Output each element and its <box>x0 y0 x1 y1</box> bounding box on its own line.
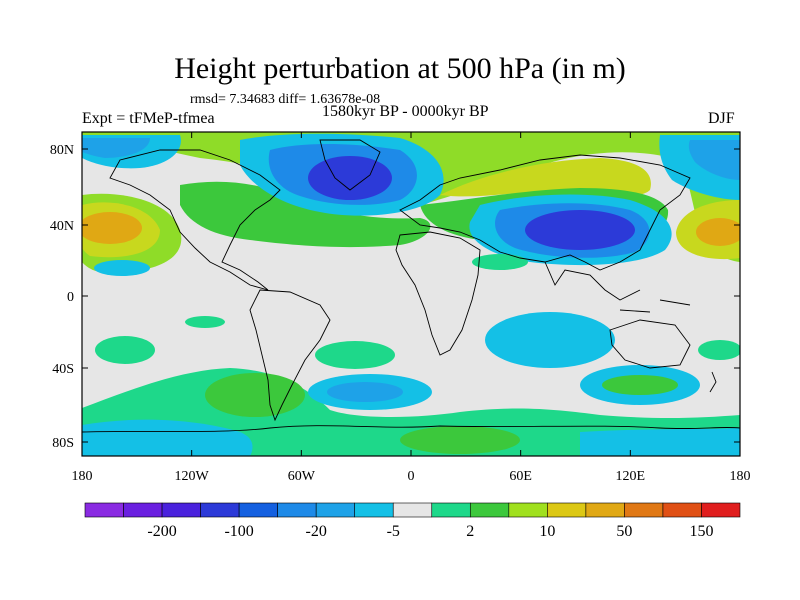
lat-tick-label: 0 <box>67 290 74 305</box>
lon-tick-label: 120E <box>616 469 646 484</box>
lat-tick-label: 80N <box>50 143 74 158</box>
contour-nh-yellow <box>440 158 651 197</box>
contour-america-green <box>180 181 431 248</box>
stats-text: rmsd= 7.34683 diff= 1.63678e-08 <box>190 92 381 107</box>
contour-sh-atlantic-green <box>315 341 395 369</box>
colorbar-swatch <box>469 502 510 518</box>
colorbar-swatch <box>354 502 394 518</box>
lat-tick-label: 40N <box>50 219 74 234</box>
colorbar: -200 -100 -20 -5 2 10 50 150 <box>84 502 741 540</box>
colorbar-label: -5 <box>387 523 400 540</box>
contour-arctic-east-low-inner <box>688 140 740 180</box>
contour-south-america-green <box>205 373 305 417</box>
colorbar-swatch <box>392 502 433 518</box>
lon-tick-label: 60W <box>288 469 316 484</box>
contour-south-pacific-green-patch <box>185 316 225 328</box>
colorbar-swatch <box>701 502 741 518</box>
lat-tick-label: 80S <box>52 436 74 451</box>
map-ticks: 80N 40N 0 40S 80S 180 120W 60W 0 60E 120E 180 <box>50 132 751 484</box>
colorbar-swatch <box>84 502 124 518</box>
contour-sh-east-green <box>698 340 740 360</box>
colorbar-swatch <box>277 502 317 518</box>
contour-greenland-low-core <box>308 156 392 200</box>
colorbar-swatch <box>624 502 664 518</box>
lon-tick-label: 180 <box>72 469 93 484</box>
contour-southern-ocean-cyan <box>82 419 253 456</box>
period-label: 1580kyr BP - 0000kyr BP <box>322 103 489 120</box>
colorbar-swatch <box>123 502 163 518</box>
contour-southern-ocean-cyan-east <box>580 428 740 456</box>
contour-arctic-pacific-low-inner <box>82 138 150 158</box>
lon-tick-label: 180 <box>730 469 751 484</box>
coastlines <box>82 139 740 433</box>
colorbar-label: 50 <box>616 523 632 540</box>
colorbar-label: 150 <box>689 523 713 540</box>
contour-sh-pacific-green <box>95 336 155 364</box>
colorbar-swatch <box>161 502 201 518</box>
contour-east-pacific-core <box>696 218 740 246</box>
colorbar-swatch <box>238 502 278 518</box>
lon-tick-label: 60E <box>509 469 532 484</box>
lon-tick-label: 120W <box>175 469 210 484</box>
colorbar-swatch <box>662 502 702 518</box>
contour-antarctic-east-green <box>400 426 520 454</box>
contour-south-indian-green <box>602 375 678 395</box>
lat-tick-label: 40S <box>52 362 74 377</box>
colorbar-label: 10 <box>539 523 555 540</box>
contour-pacific-cyan-patch <box>94 260 150 276</box>
season-label: DJF <box>708 110 735 127</box>
colorbar-swatch <box>200 502 240 518</box>
map-title: Height perturbation at 500 hPa (in m) <box>174 52 626 85</box>
colorbar-label: -100 <box>224 523 253 540</box>
contour-south-atlantic-blue <box>327 382 403 402</box>
colorbar-swatch <box>431 502 471 518</box>
lon-tick-label: 0 <box>408 469 415 484</box>
contour-eurasia-low-core <box>525 210 635 250</box>
colorbar-swatch <box>585 502 625 518</box>
contour-sh-indian-cyan <box>485 312 615 368</box>
colorbar-swatch <box>547 502 587 518</box>
colorbar-label: 2 <box>466 523 474 540</box>
experiment-label: Expt = tFMeP-tfmea <box>82 110 215 127</box>
contour-west-pacific-core <box>82 212 142 244</box>
colorbar-label: -200 <box>147 523 176 540</box>
colorbar-swatch <box>508 502 548 518</box>
height-perturbation-field <box>82 132 740 456</box>
colorbar-swatch <box>315 502 356 518</box>
contour-africa-green-patch <box>472 254 528 270</box>
colorbar-label: -20 <box>306 523 327 540</box>
